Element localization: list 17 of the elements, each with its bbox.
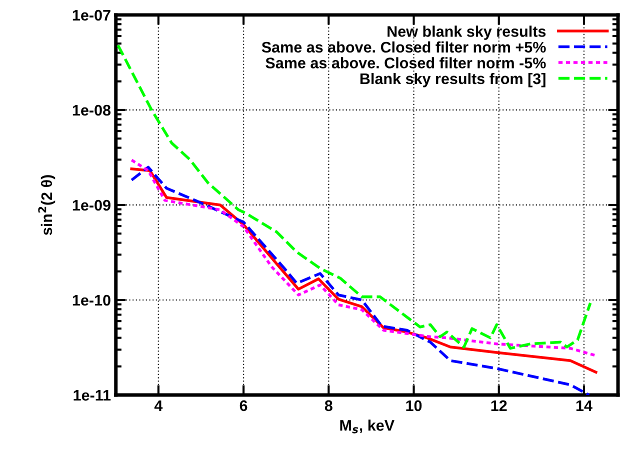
x-tick-label: 8 <box>324 400 332 412</box>
y-axis-title: sin$^{2}$(2 θ) <box>38 175 56 236</box>
x-tick-label: 6 <box>240 400 248 412</box>
legend-label: Blank sky results from [3] <box>360 72 546 88</box>
y-tick-label: 1e-11 <box>74 390 111 401</box>
x-axis-title: M$_{s}$, keV <box>340 420 394 434</box>
legend-label: Same as above. Closed filter norm -5% <box>266 57 546 68</box>
x-tick-label: 12 <box>491 400 507 411</box>
x-tick-label: 10 <box>406 400 422 412</box>
legend-label: Same as above. Closed filter norm +5% <box>262 41 546 53</box>
y-tick-label: 1e-08 <box>72 104 111 116</box>
legend-label: New blank sky results <box>388 26 546 40</box>
y-tick-label: 1e-10 <box>72 294 110 306</box>
x-tick-label: 4 <box>154 400 163 411</box>
x-tick-label: 14 <box>576 400 592 411</box>
y-tick-label: 1e-09 <box>72 200 110 211</box>
y-tick-label: 1e-07 <box>72 10 110 21</box>
